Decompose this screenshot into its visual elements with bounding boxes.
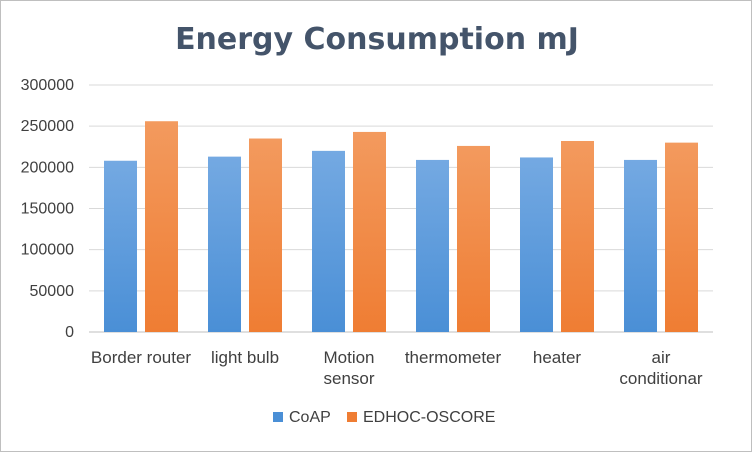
y-axis-ticks: 0 50000 100000 150000 200000 250000 300000 <box>21 77 74 341</box>
y-tick-label: 150000 <box>21 201 74 218</box>
bar-coap <box>416 159 449 332</box>
x-category-label: thermometer <box>405 348 502 367</box>
x-axis-labels: Border router light bulb Motion sensor therm… <box>91 348 703 388</box>
bar-coap <box>104 160 137 332</box>
bars <box>104 121 698 332</box>
x-category-label: Motion sensor <box>323 348 374 388</box>
bar-edhoc-oscore <box>145 121 178 332</box>
y-tick-label: 200000 <box>21 159 74 176</box>
y-tick-label: 0 <box>65 324 74 341</box>
x-category-label: heater <box>533 348 582 367</box>
y-tick-label: 100000 <box>21 242 74 259</box>
legend: CoAP EDHOC-OSCORE <box>273 409 495 426</box>
x-category-label: light bulb <box>211 348 279 367</box>
bar-coap <box>520 157 553 332</box>
x-category-label: Border router <box>91 348 191 367</box>
chart-title: Energy Consumption mJ <box>175 22 579 57</box>
bar-coap <box>208 156 241 332</box>
legend-label: CoAP <box>289 409 331 426</box>
bar-edhoc-oscore <box>561 140 594 332</box>
bar-edhoc-oscore <box>249 138 282 332</box>
bar-edhoc-oscore <box>665 142 698 332</box>
bar-edhoc-oscore <box>457 145 490 332</box>
bar-edhoc-oscore <box>353 131 386 332</box>
y-tick-label: 250000 <box>21 118 74 135</box>
x-category-label: air conditionar <box>619 348 703 388</box>
bar-coap <box>312 150 345 332</box>
legend-swatch <box>347 412 357 422</box>
y-tick-label: 50000 <box>30 283 75 300</box>
legend-label: EDHOC-OSCORE <box>363 409 495 426</box>
bar-coap <box>624 159 657 332</box>
legend-swatch <box>273 412 283 422</box>
y-tick-label: 300000 <box>21 77 74 94</box>
gridlines <box>89 84 713 333</box>
